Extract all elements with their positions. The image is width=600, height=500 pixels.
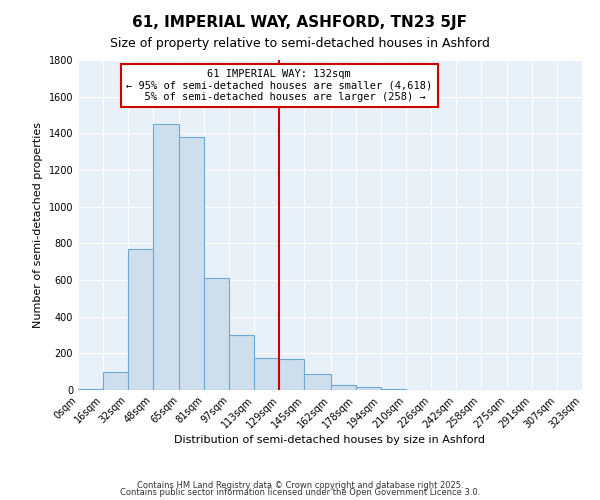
Bar [205,278,229,390]
Bar [229,335,254,390]
Y-axis label: Number of semi-detached properties: Number of semi-detached properties [33,122,43,328]
Text: Contains HM Land Registry data © Crown copyright and database right 2025.: Contains HM Land Registry data © Crown c… [137,480,463,490]
Bar [279,359,304,390]
Bar [128,249,153,390]
Bar [179,137,205,390]
Bar [381,389,406,390]
Bar [356,387,381,390]
Bar [331,384,356,390]
Bar [103,372,128,390]
Bar [78,389,103,390]
Text: 61, IMPERIAL WAY, ASHFORD, TN23 5JF: 61, IMPERIAL WAY, ASHFORD, TN23 5JF [133,15,467,30]
Bar [153,124,179,390]
X-axis label: Distribution of semi-detached houses by size in Ashford: Distribution of semi-detached houses by … [175,436,485,446]
Text: Size of property relative to semi-detached houses in Ashford: Size of property relative to semi-detach… [110,38,490,51]
Bar [254,358,279,390]
Bar [304,374,331,390]
Text: Contains public sector information licensed under the Open Government Licence 3.: Contains public sector information licen… [120,488,480,497]
Text: 61 IMPERIAL WAY: 132sqm
← 95% of semi-detached houses are smaller (4,618)
  5% o: 61 IMPERIAL WAY: 132sqm ← 95% of semi-de… [126,69,433,102]
